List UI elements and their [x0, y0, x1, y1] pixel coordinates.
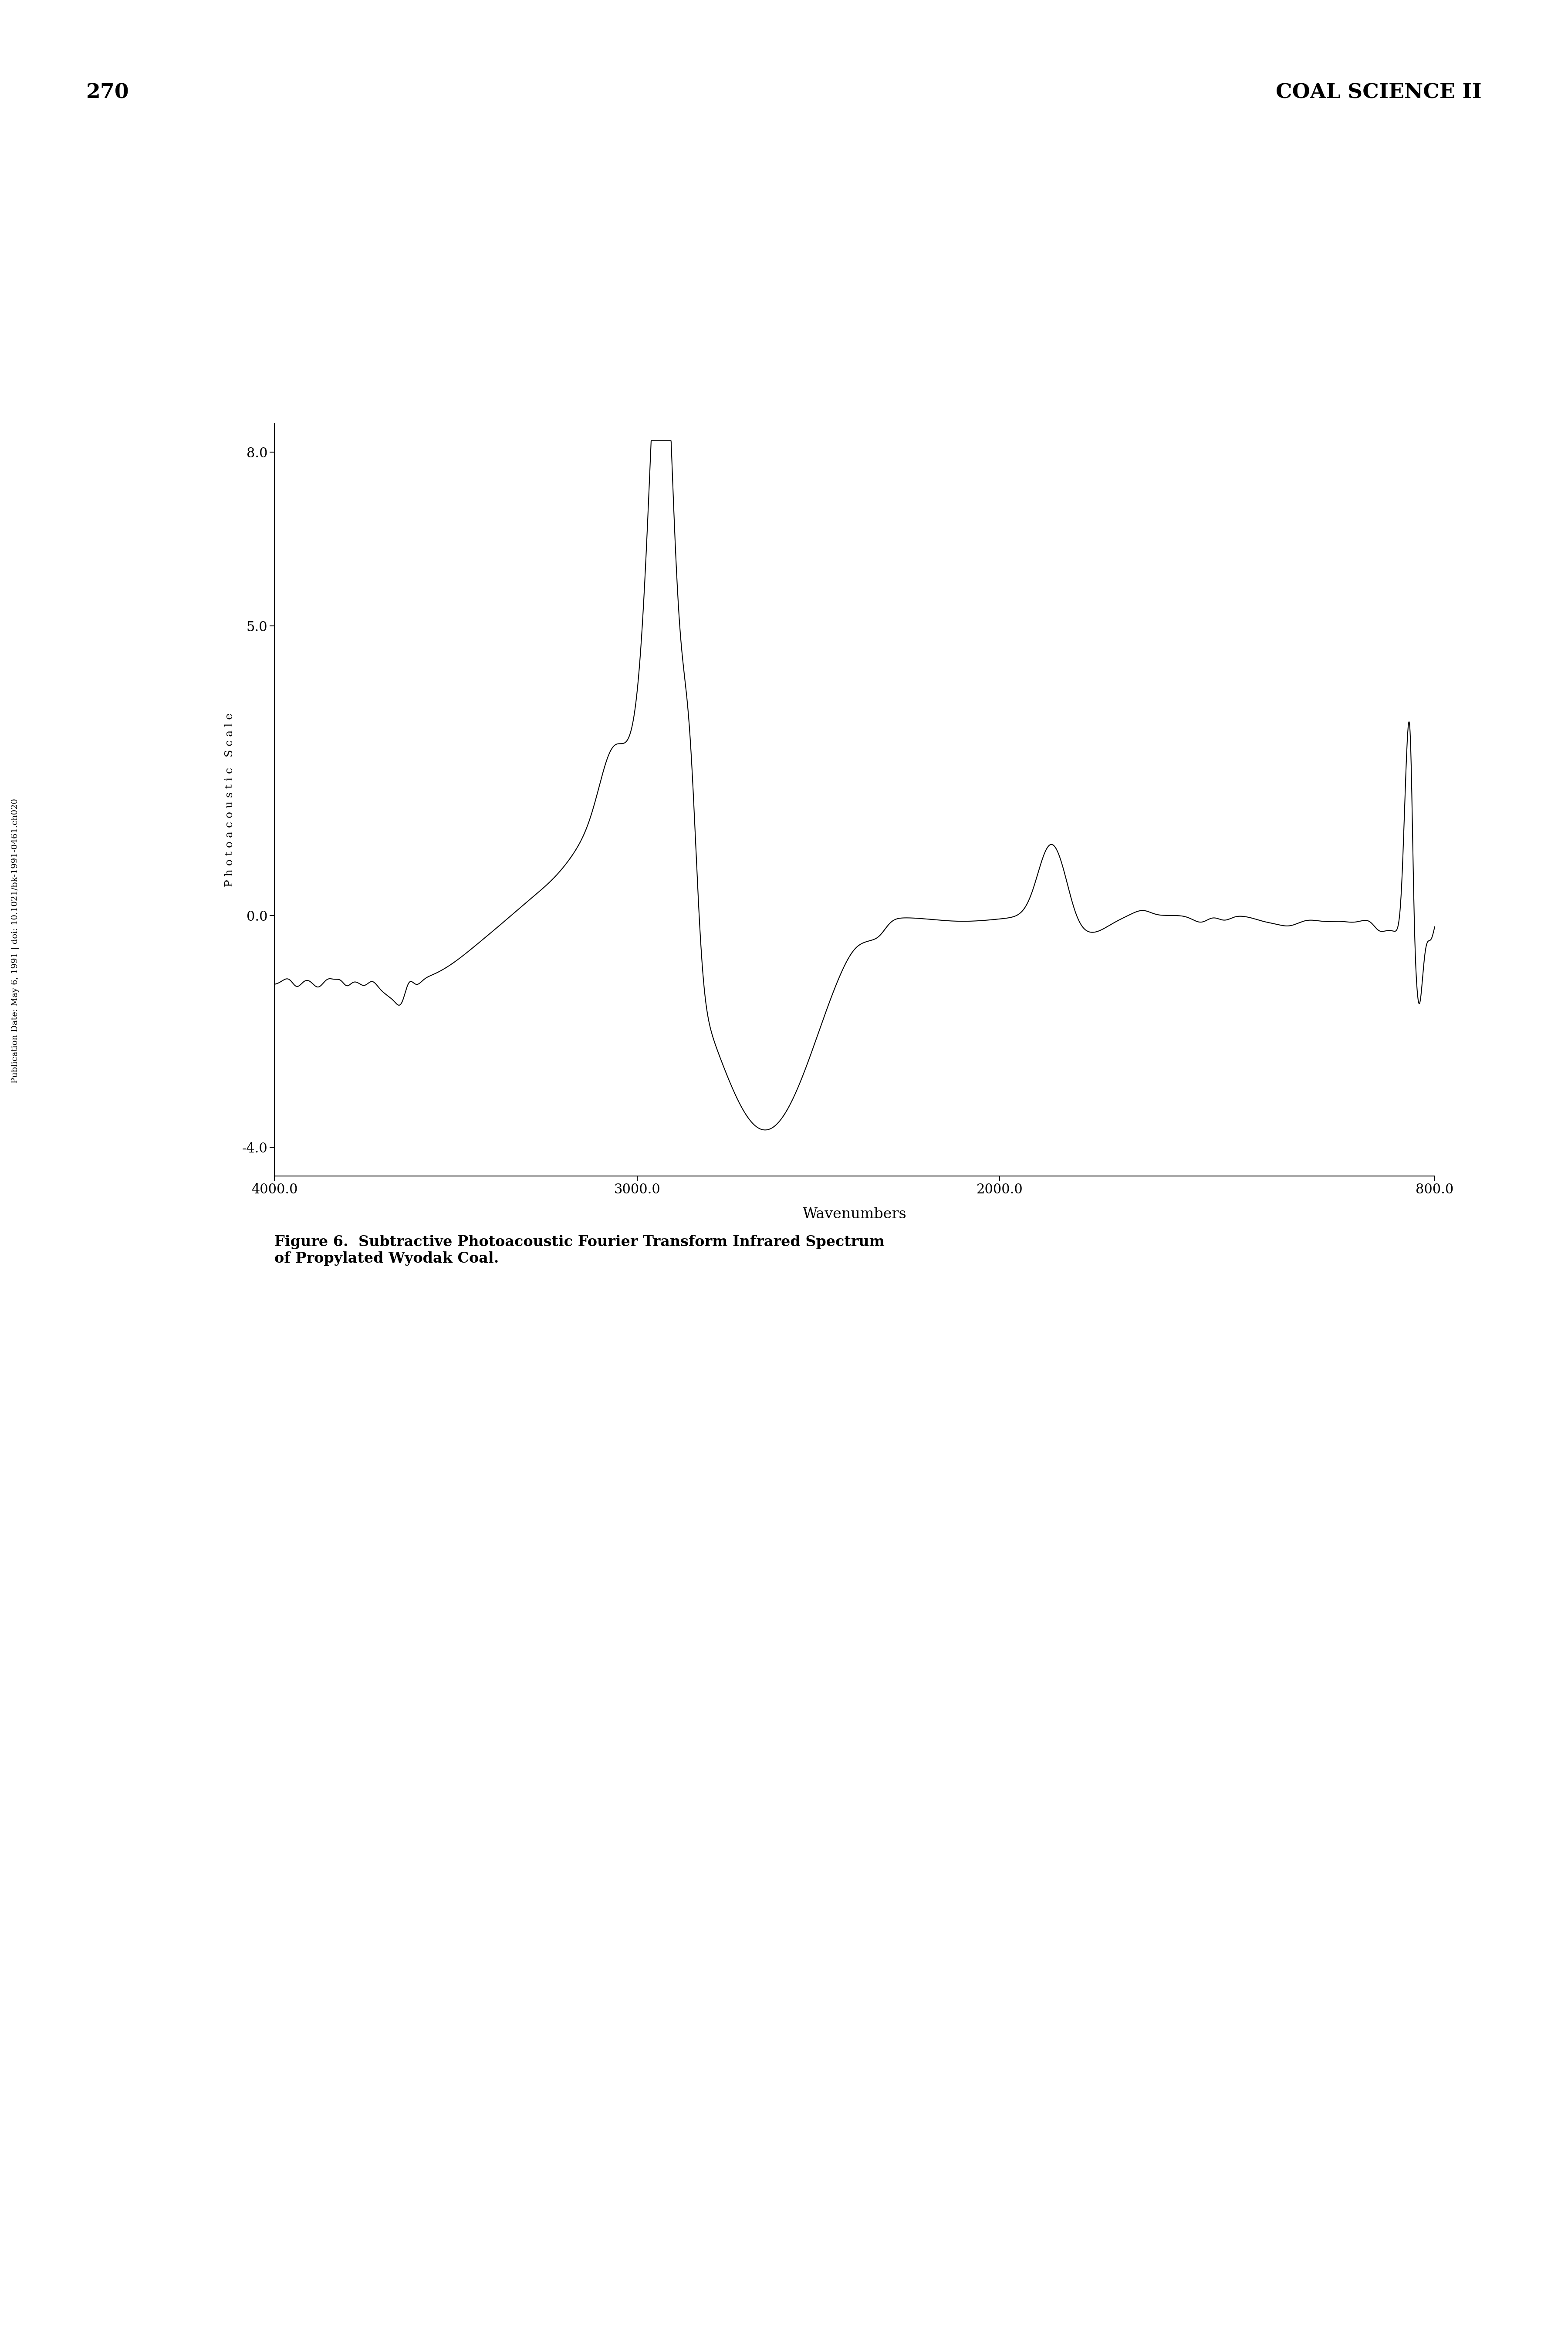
Text: COAL SCIENCE II: COAL SCIENCE II — [1276, 82, 1482, 103]
Text: 270: 270 — [86, 82, 129, 103]
Text: Figure 6.  Subtractive Photoacoustic Fourier Transform Infrared Spectrum
of Prop: Figure 6. Subtractive Photoacoustic Four… — [274, 1235, 884, 1265]
Text: Publication Date: May 6, 1991 | doi: 10.1021/bk-1991-0461.ch020: Publication Date: May 6, 1991 | doi: 10.… — [11, 797, 20, 1084]
X-axis label: Wavenumbers: Wavenumbers — [803, 1207, 906, 1221]
Y-axis label: P h o t o a c o u s t i c   S c a l e: P h o t o a c o u s t i c S c a l e — [224, 713, 235, 887]
